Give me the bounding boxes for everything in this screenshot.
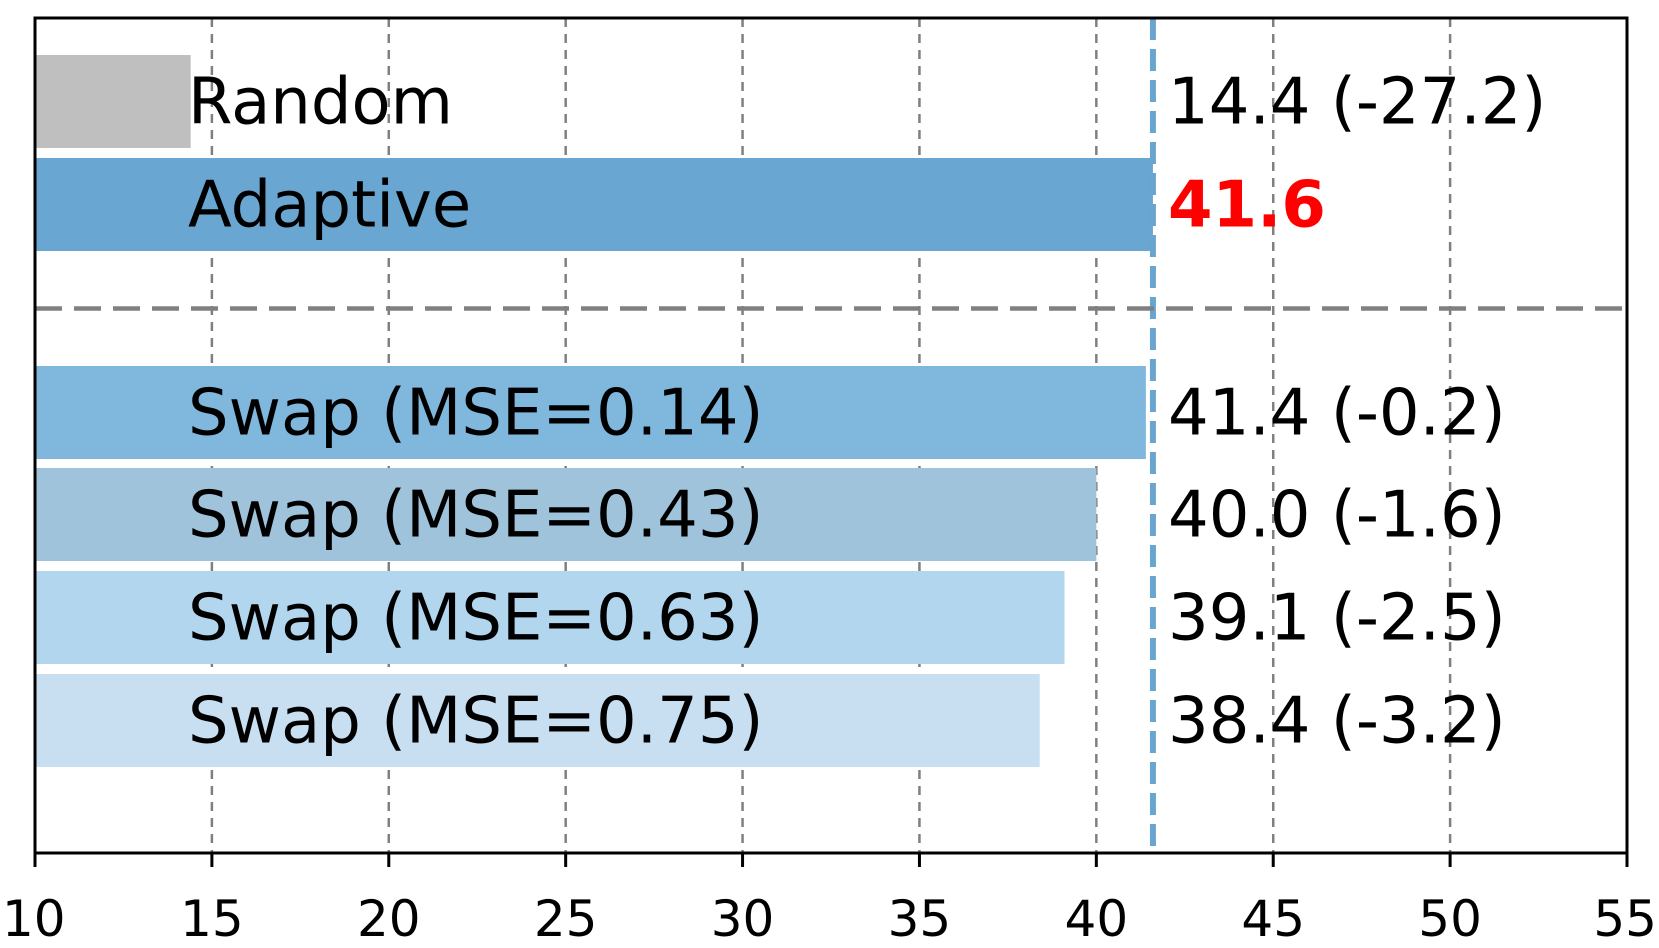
bar-labels: Random Adaptive Swap (MSE=0.14) Swap (MSE=0… xyxy=(188,66,764,759)
x-tick-label-4: 30 xyxy=(711,890,775,948)
value-annotation-1: 41.6 xyxy=(1168,169,1326,243)
x-tick-label-6: 40 xyxy=(1065,890,1129,948)
value-annotation-5: 38.4 (-3.2) xyxy=(1168,685,1506,759)
bar-label-4: Swap (MSE=0.63) xyxy=(188,582,764,656)
value-annotation-0: 14.4 (-27.2) xyxy=(1168,66,1546,140)
value-annotation-4: 39.1 (-2.5) xyxy=(1168,582,1506,656)
x-tick-label-0: 10 xyxy=(2,890,66,948)
value-annotations: 14.4 (-27.2) 41.6 41.4 (-0.2) 40.0 (-1.6) 39… xyxy=(1168,66,1546,759)
bar-label-5: Swap (MSE=0.75) xyxy=(188,685,764,759)
x-tick-label-1: 15 xyxy=(180,890,244,948)
x-tick-label-2: 20 xyxy=(357,890,421,948)
bar-label-1: Adaptive xyxy=(188,169,471,243)
bar-1 xyxy=(35,158,1153,251)
value-annotation-2: 41.4 (-0.2) xyxy=(1168,377,1506,451)
bar-group xyxy=(35,55,1153,767)
x-axis-ticks: 10 15 20 25 30 35 40 45 50 55 xyxy=(2,853,1657,948)
x-tick-label-7: 45 xyxy=(1241,890,1305,948)
bar-label-3: Swap (MSE=0.43) xyxy=(188,479,764,553)
x-tick-label-8: 50 xyxy=(1418,890,1482,948)
x-tick-label-5: 35 xyxy=(888,890,952,948)
x-tick-label-9: 55 xyxy=(1593,890,1657,948)
bar-5 xyxy=(35,674,1040,767)
bar-label-2: Swap (MSE=0.14) xyxy=(188,377,764,451)
x-tick-label-3: 25 xyxy=(534,890,598,948)
bar-label-0: Random xyxy=(188,66,453,140)
value-annotation-3: 40.0 (-1.6) xyxy=(1168,479,1506,553)
plot-frame xyxy=(33,16,1629,855)
bar-2 xyxy=(35,366,1146,459)
bar-3 xyxy=(35,468,1097,561)
bar-4 xyxy=(35,571,1065,664)
bar-0 xyxy=(35,55,191,148)
